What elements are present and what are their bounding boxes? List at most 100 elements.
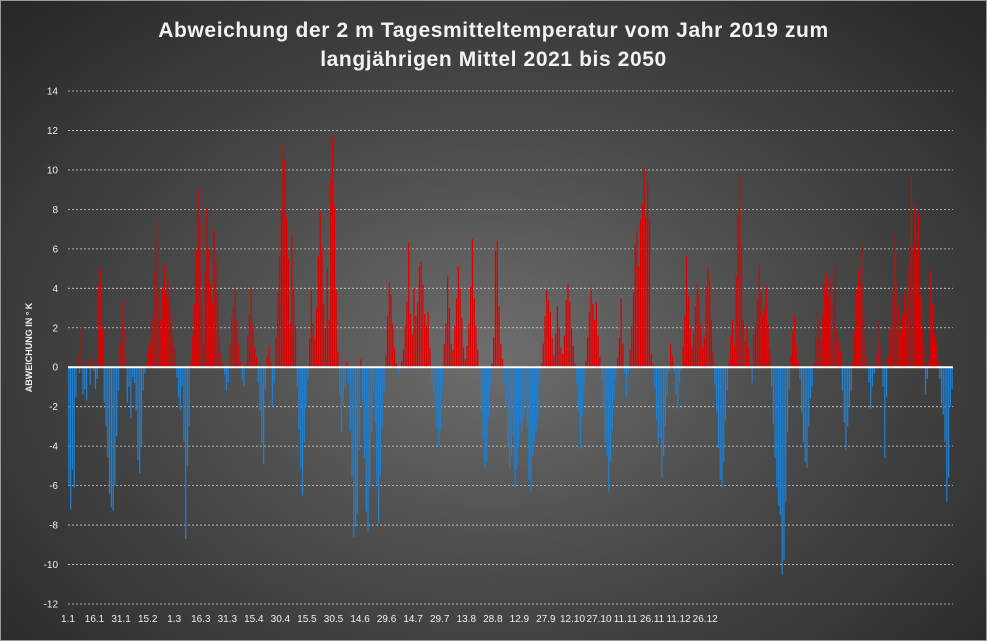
bar (622, 343, 624, 368)
bar (746, 325, 748, 368)
bar (201, 302, 203, 368)
bar (834, 264, 836, 368)
x-axis-ticks: 1.1 16.1 31.1 15.2 1.3 16.3 31.3 15.4 30.4 15.5 30… (61, 614, 718, 625)
bar (331, 136, 334, 368)
bar (316, 308, 318, 368)
bar (822, 315, 824, 368)
bar (551, 337, 553, 368)
chart-title-line-1: Abweichung der 2 m Tagesmitteltemperatur… (158, 19, 829, 42)
bar (404, 325, 406, 368)
bar (422, 284, 424, 368)
bar (774, 367, 776, 458)
bar (861, 244, 863, 368)
bar (135, 367, 137, 411)
bar (80, 325, 82, 368)
bar (376, 367, 378, 486)
grid-lines (68, 90, 953, 605)
bar (337, 351, 339, 368)
bar (907, 264, 909, 368)
bar (540, 363, 543, 368)
bar (356, 367, 359, 514)
bar (721, 367, 723, 488)
bar (436, 367, 438, 429)
bar (857, 268, 859, 368)
bar (593, 319, 596, 368)
bar (123, 323, 125, 368)
bar (245, 363, 247, 368)
y-tick-label: -6 (49, 481, 58, 492)
bar (339, 367, 341, 395)
bar (762, 315, 764, 368)
bar (712, 351, 714, 368)
bar (781, 367, 783, 575)
bar (898, 306, 900, 368)
bar (682, 345, 684, 368)
bar (459, 288, 461, 368)
bar (291, 235, 293, 368)
bar (270, 361, 272, 368)
bar (599, 357, 601, 368)
bar (401, 361, 403, 368)
bar (767, 323, 769, 368)
bar (744, 341, 746, 368)
bar (732, 319, 734, 368)
bar (947, 367, 950, 478)
bar (335, 290, 337, 368)
bar (677, 367, 679, 409)
bar (239, 361, 242, 368)
bar (799, 367, 801, 380)
bar (521, 367, 523, 433)
bar (588, 311, 590, 368)
bar (418, 266, 420, 368)
bar (112, 367, 114, 512)
bar (924, 367, 927, 395)
bar (652, 363, 654, 368)
bar (379, 367, 382, 476)
bar (100, 268, 102, 368)
bar (303, 367, 305, 443)
bar (163, 264, 166, 368)
bar (388, 282, 390, 368)
x-tick-label: 14.7 (403, 614, 423, 625)
bar (724, 367, 727, 421)
bar (912, 242, 914, 368)
bar (170, 323, 173, 368)
bar (296, 367, 298, 387)
bar (254, 347, 256, 368)
bar (790, 355, 792, 368)
bar (820, 339, 822, 368)
bar (634, 244, 636, 368)
bar (466, 345, 468, 368)
bar (919, 296, 921, 368)
bar (206, 207, 208, 368)
bar (887, 355, 890, 368)
bar (167, 278, 169, 368)
bar (716, 367, 718, 413)
bar (312, 323, 314, 368)
y-tick-label: -8 (49, 521, 58, 532)
bars (68, 136, 953, 575)
bar (581, 367, 583, 417)
bar (620, 298, 622, 368)
bar (570, 327, 573, 368)
x-tick-label: 16.3 (191, 614, 211, 625)
bar (854, 331, 856, 368)
bar (811, 367, 813, 387)
bar (202, 343, 205, 368)
bar (616, 357, 619, 368)
bar (641, 203, 643, 368)
bar (351, 367, 353, 478)
bar (824, 284, 826, 368)
bar (632, 292, 635, 368)
bar (891, 294, 893, 368)
bar (555, 333, 557, 368)
bar (523, 367, 525, 417)
bar (130, 367, 132, 419)
bar (645, 217, 647, 368)
bar (514, 367, 516, 488)
y-tick-label: 2 (52, 323, 58, 334)
bar (370, 367, 373, 433)
bar (353, 367, 355, 537)
bar (792, 331, 794, 368)
bar (878, 341, 881, 368)
